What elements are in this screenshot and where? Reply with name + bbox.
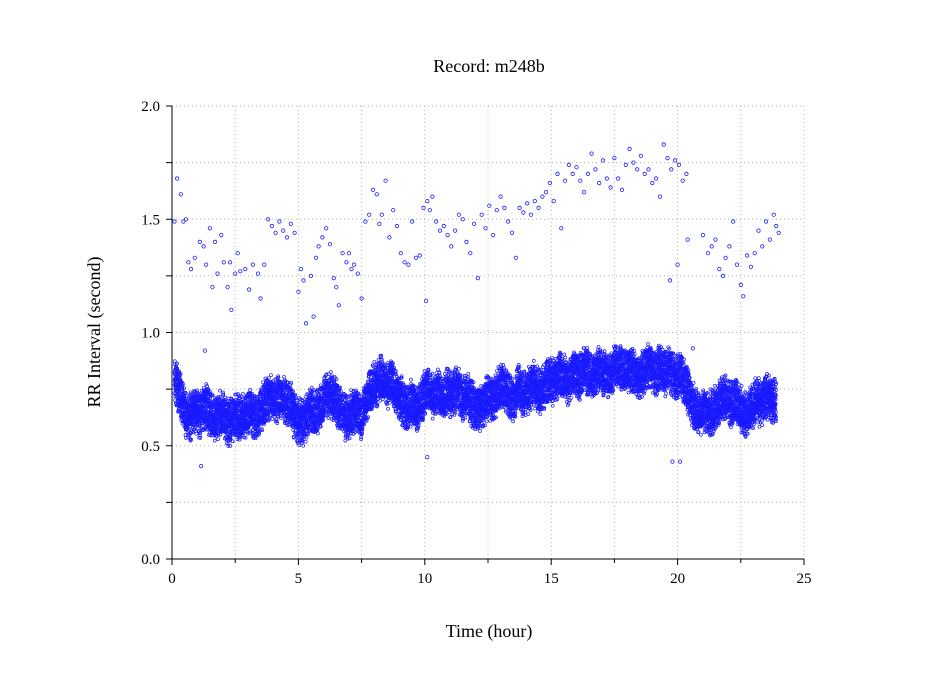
rr-point	[430, 416, 435, 421]
rr-point	[204, 382, 209, 386]
axis-layer	[166, 105, 805, 565]
rr-point	[261, 380, 265, 385]
rr-point	[210, 393, 215, 398]
rr-point	[201, 385, 206, 390]
rr-point	[194, 431, 199, 436]
chart-title: Record: m248b	[433, 56, 544, 76]
rr-point	[195, 388, 199, 393]
rr-point	[181, 382, 185, 387]
rr-point	[329, 370, 333, 374]
rr-point	[178, 373, 182, 378]
rr-point	[193, 388, 197, 393]
rr-point	[282, 374, 286, 379]
rr-point	[199, 388, 204, 393]
rr-point	[386, 406, 390, 411]
rr-point	[172, 359, 177, 364]
rr-point	[387, 400, 392, 405]
rr-point	[176, 409, 181, 414]
rr-point	[178, 371, 183, 376]
data-points-layer	[172, 142, 781, 469]
rr-point	[216, 437, 220, 442]
rr-point	[184, 436, 188, 440]
rr-point	[372, 359, 377, 364]
rr-point	[209, 393, 213, 398]
rr-point	[198, 433, 202, 438]
rr-point	[248, 388, 252, 392]
rr-point	[183, 391, 188, 395]
rr-point	[175, 366, 179, 370]
rr-point	[316, 431, 320, 436]
rr-point	[203, 422, 207, 426]
rr-point	[189, 437, 194, 442]
rr-point	[192, 427, 197, 432]
rr-point	[176, 392, 180, 397]
rr-point	[409, 377, 413, 382]
rr-point	[177, 409, 182, 413]
rr-point	[200, 402, 205, 406]
rr-point	[269, 373, 273, 378]
grid-layer	[171, 105, 805, 560]
rr-point	[182, 386, 187, 391]
rr-point	[241, 391, 245, 396]
rr-point	[228, 444, 233, 448]
rr-point	[212, 438, 217, 443]
rr-point	[175, 361, 179, 366]
rr-point	[303, 439, 308, 444]
rr-point	[201, 428, 205, 433]
rr-point	[197, 431, 202, 436]
rr-point	[180, 385, 185, 390]
rr-point	[198, 436, 203, 440]
